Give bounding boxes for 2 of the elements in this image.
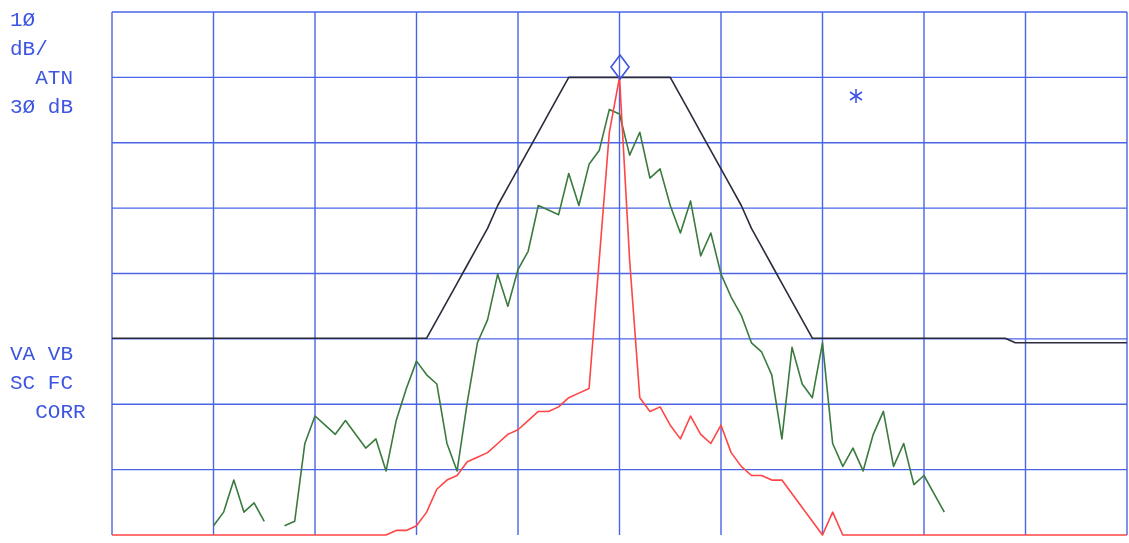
text: VA VB SC FC CORR (10, 342, 86, 426)
text: 1Ø dB/ ATN 3Ø dB (10, 8, 74, 121)
